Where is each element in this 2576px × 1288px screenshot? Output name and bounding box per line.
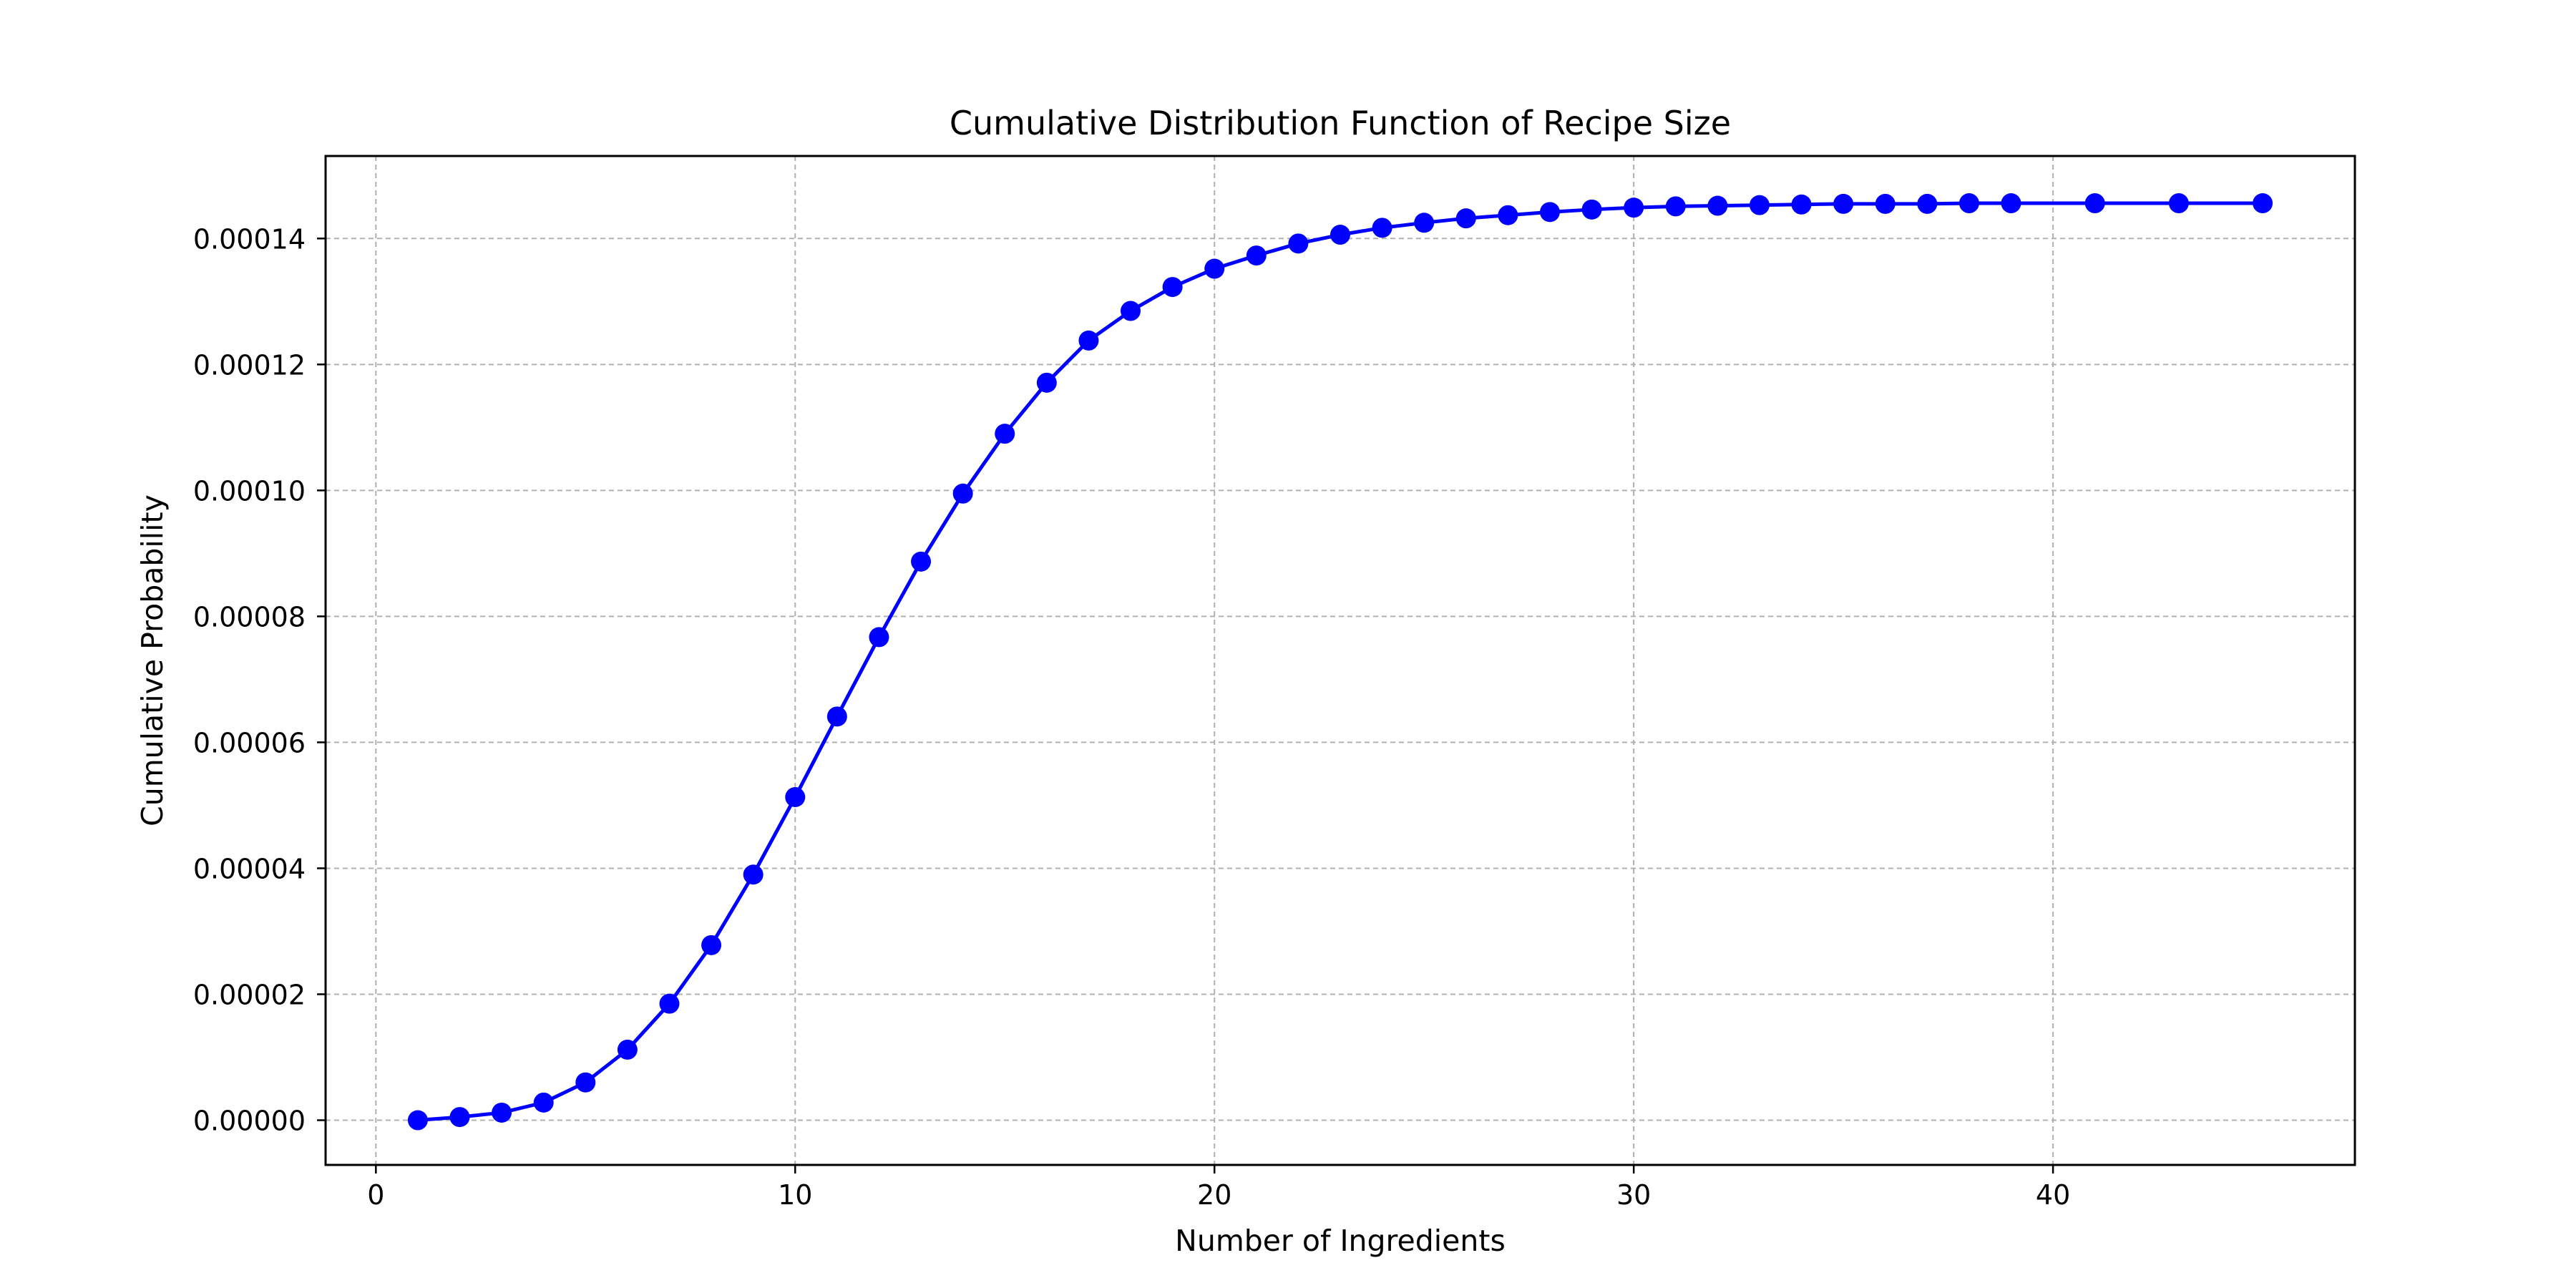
data-point-marker (1330, 225, 1350, 245)
data-point-marker (1498, 205, 1518, 225)
data-point-marker (826, 706, 847, 727)
data-point-marker (1833, 193, 1854, 214)
data-point-marker (575, 1072, 596, 1093)
data-point-marker (2253, 193, 2273, 214)
y-tick-label: 0.00004 (193, 853, 306, 884)
data-point-marker (533, 1092, 554, 1113)
x-tick-label: 30 (1616, 1179, 1651, 1211)
data-point-marker (1372, 218, 1392, 238)
data-point-marker (743, 864, 763, 885)
data-point-marker (1288, 233, 1309, 254)
chart-title: Cumulative Distribution Function of Reci… (950, 104, 1731, 142)
data-point-marker (1665, 196, 1686, 217)
data-point-marker (449, 1107, 470, 1128)
data-point-marker (1162, 277, 1183, 298)
data-point-marker (2084, 193, 2105, 214)
data-point-marker (1624, 197, 1644, 218)
data-point-marker (1791, 194, 1812, 215)
x-tick-label: 10 (778, 1179, 812, 1211)
data-point-marker (1121, 301, 1141, 321)
data-point-marker (1749, 195, 1770, 215)
data-point-marker (1414, 213, 1435, 233)
data-point-marker (2168, 193, 2189, 214)
y-tick-label: 0.00006 (193, 727, 306, 758)
data-point-marker (952, 483, 973, 504)
data-point-marker (2001, 193, 2021, 214)
x-tick-label: 20 (1197, 1179, 1231, 1211)
y-axis-ticks: 0.00000 0.00002 0.00004 0.00006 0.00008 0.000… (193, 223, 326, 1137)
data-point-marker (1246, 245, 1267, 266)
data-point-marker (1036, 372, 1057, 393)
y-axis-label: Cumulative Probability (135, 494, 170, 826)
data-point-marker (1958, 193, 1979, 214)
x-tick-label: 0 (367, 1179, 384, 1211)
data-point-marker (407, 1110, 428, 1131)
y-tick-label: 0.00012 (193, 349, 306, 381)
y-tick-label: 0.00008 (193, 601, 306, 633)
data-point-marker (911, 551, 932, 572)
data-point-marker (617, 1039, 638, 1060)
data-point-marker (1539, 202, 1560, 223)
data-point-marker (785, 786, 806, 807)
data-point-marker (869, 627, 889, 648)
x-axis-ticks: 0 10 20 30 40 (367, 1165, 2070, 1211)
y-tick-label: 0.00014 (193, 223, 306, 255)
data-point-marker (1581, 199, 1602, 220)
y-tick-label: 0.00002 (193, 979, 306, 1010)
y-tick-label: 0.00000 (193, 1106, 306, 1137)
data-point-marker (1707, 195, 1728, 216)
data-point-marker (1917, 193, 1938, 214)
data-point-marker (1078, 330, 1099, 351)
line-layer (417, 201, 2263, 1123)
data-point-marker (995, 424, 1015, 444)
cdf-series-line (417, 201, 2263, 1123)
data-point-marker (1455, 208, 1476, 229)
data-point-marker (1204, 258, 1225, 279)
x-tick-label: 40 (2036, 1179, 2070, 1211)
x-axis-label: Number of Ingredients (1175, 1224, 1506, 1258)
data-point-marker (492, 1102, 512, 1123)
data-point-marker (701, 935, 722, 955)
data-point-marker (1875, 193, 1896, 214)
data-point-marker (659, 993, 680, 1014)
plot-frame (324, 155, 2356, 1166)
y-tick-label: 0.00010 (193, 475, 306, 507)
marker-layer (407, 193, 2273, 1131)
grid-layer (326, 156, 2355, 1165)
